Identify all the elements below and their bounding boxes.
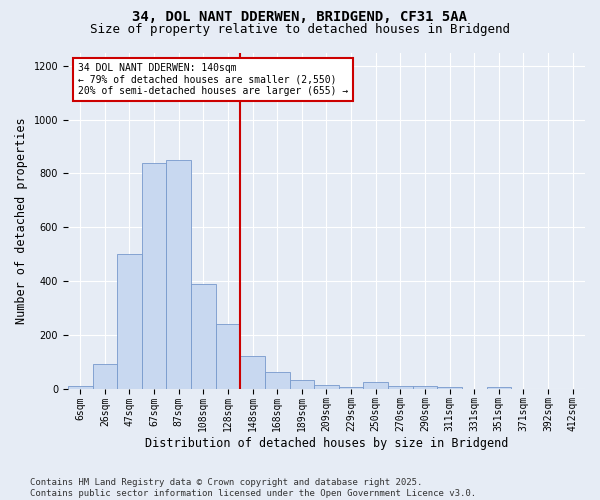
Bar <box>290 380 314 388</box>
Bar <box>191 284 215 389</box>
Bar <box>437 387 462 388</box>
Bar <box>487 387 511 388</box>
Bar <box>215 324 240 388</box>
Text: Size of property relative to detached houses in Bridgend: Size of property relative to detached ho… <box>90 22 510 36</box>
Bar <box>92 364 117 388</box>
Bar <box>166 160 191 388</box>
Text: Contains HM Land Registry data © Crown copyright and database right 2025.
Contai: Contains HM Land Registry data © Crown c… <box>30 478 476 498</box>
Bar <box>339 387 364 388</box>
Text: 34, DOL NANT DDERWEN, BRIDGEND, CF31 5AA: 34, DOL NANT DDERWEN, BRIDGEND, CF31 5AA <box>133 10 467 24</box>
Text: 34 DOL NANT DDERWEN: 140sqm
← 79% of detached houses are smaller (2,550)
20% of : 34 DOL NANT DDERWEN: 140sqm ← 79% of det… <box>78 62 349 96</box>
Bar <box>413 386 437 388</box>
X-axis label: Distribution of detached houses by size in Bridgend: Distribution of detached houses by size … <box>145 437 508 450</box>
Y-axis label: Number of detached properties: Number of detached properties <box>15 117 28 324</box>
Bar <box>364 382 388 388</box>
Bar <box>314 384 339 388</box>
Bar <box>117 254 142 388</box>
Bar <box>388 386 413 388</box>
Bar <box>68 386 92 388</box>
Bar <box>240 356 265 388</box>
Bar <box>265 372 290 388</box>
Bar <box>142 162 166 388</box>
